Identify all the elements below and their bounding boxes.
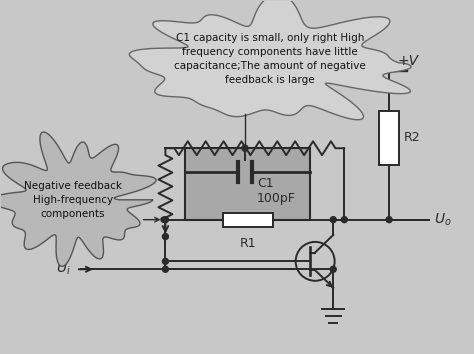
Circle shape [242,145,248,151]
Text: Negative feedback
High-frequency
components: Negative feedback High-frequency compone… [24,181,122,219]
Circle shape [330,217,336,223]
Text: C1 capacity is small, only right High
frequency components have little
capacitan: C1 capacity is small, only right High fr… [174,33,365,85]
Circle shape [386,217,392,223]
Circle shape [163,258,168,264]
Text: $U_i$: $U_i$ [56,261,71,278]
Circle shape [242,145,248,151]
Text: C1
100pF: C1 100pF [257,177,296,205]
Text: +V: +V [397,54,418,68]
Text: R2: R2 [404,131,420,144]
Circle shape [341,217,347,223]
Circle shape [163,234,168,240]
Circle shape [161,217,166,222]
Circle shape [163,217,168,223]
Text: R1: R1 [240,236,256,250]
Circle shape [330,266,336,272]
Circle shape [163,266,168,272]
Bar [185,148,310,220]
Bar [379,110,399,165]
Polygon shape [129,0,411,120]
Bar [223,213,273,227]
Text: $U_o$: $U_o$ [434,211,452,228]
Polygon shape [0,132,156,266]
